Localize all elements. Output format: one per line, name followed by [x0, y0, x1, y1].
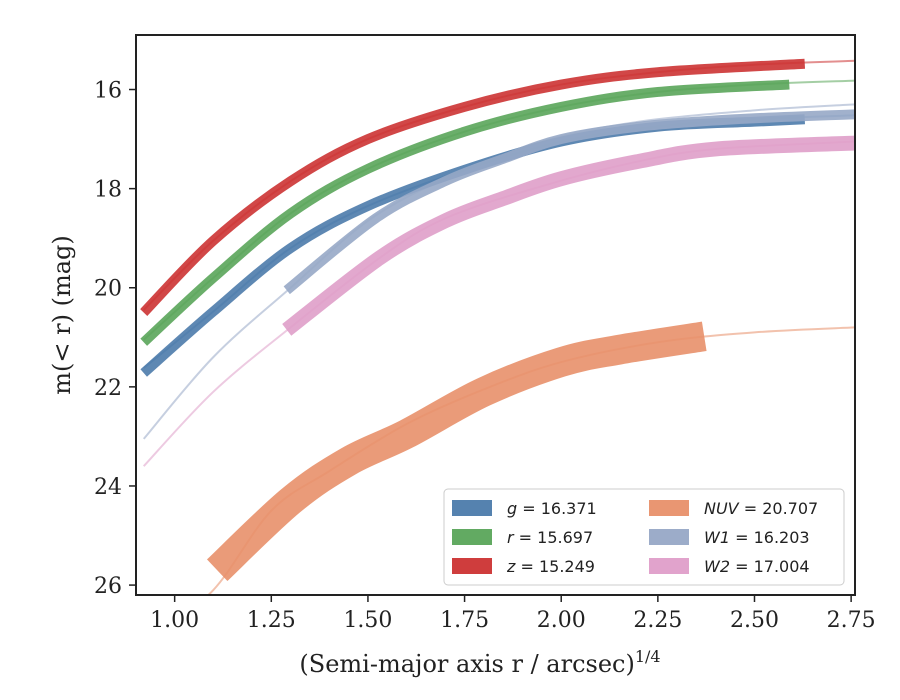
legend-label-r: r = 15.697	[507, 528, 593, 547]
legend-box	[443, 488, 845, 586]
x-tick-label: 2.25	[633, 608, 682, 633]
x-tick-label: 1.00	[150, 608, 199, 633]
legend-label-z: z = 15.249	[506, 557, 595, 576]
y-tick-label: 26	[94, 574, 122, 599]
legend-label-g: g = 16.371	[507, 499, 597, 518]
measured-band-z	[140, 58, 806, 316]
x-tick-label: 2.75	[827, 608, 876, 633]
legend-swatch-w1	[649, 529, 689, 545]
legend-swatch-z	[452, 558, 492, 574]
legend-label-w1: W1 = 16.203	[704, 528, 810, 547]
x-tick-label: 1.75	[440, 608, 489, 633]
legend-swatch-g	[452, 500, 492, 516]
x-axis-label: (Semi-major axis r / arcsec)1/4	[299, 647, 660, 678]
measured-bands	[140, 58, 855, 582]
measured-band-w1	[283, 109, 855, 295]
model-curve-w2	[142, 140, 855, 467]
legend-swatch-r	[452, 529, 492, 545]
y-tick-label: 18	[94, 178, 122, 203]
legend-swatch-w2	[649, 558, 689, 574]
y-tick-label: 20	[94, 277, 122, 302]
legend-label-w2: W2 = 17.004	[704, 557, 810, 576]
y-tick-label: 24	[94, 475, 122, 500]
x-tick-label: 2.50	[730, 608, 779, 633]
y-tick-label: 16	[94, 79, 122, 104]
measured-band-nuv	[206, 321, 707, 582]
axis-ticks: 1.00 1.25 1.50 1.75 2.00 2.25 2.50 2.75 16 18 20 22…	[94, 79, 876, 633]
plot-frame	[135, 34, 856, 596]
y-axis-label: m(< r) (mag)	[48, 235, 76, 394]
x-tick-label: 2.00	[537, 608, 586, 633]
x-tick-label: 1.50	[343, 608, 392, 633]
legend-swatch-nuv	[649, 500, 689, 516]
legend: g = 16.371 r = 15.697 z = 15.249 NUV = 20.7…	[443, 488, 845, 586]
y-tick-label: 22	[94, 376, 122, 401]
measured-band-w2	[282, 135, 855, 336]
measured-band-r	[140, 79, 790, 346]
legend-label-nuv: NUV = 20.707	[704, 499, 818, 518]
x-tick-label: 1.25	[247, 608, 296, 633]
